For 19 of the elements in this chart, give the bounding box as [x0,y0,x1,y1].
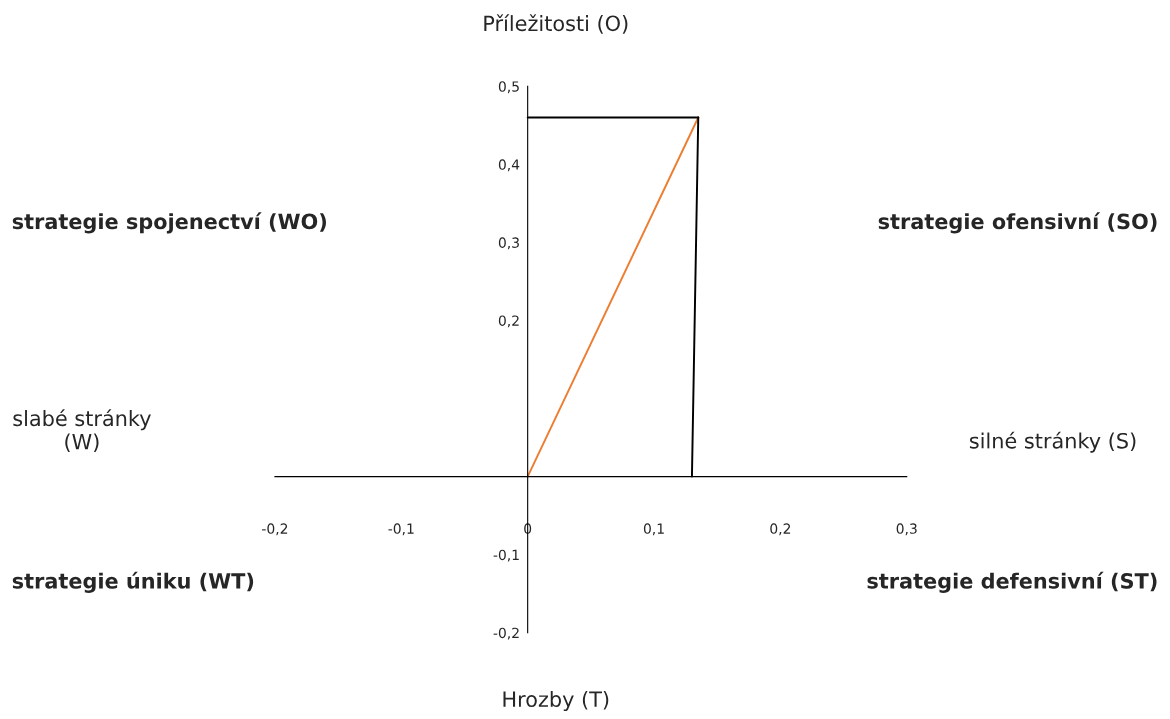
y-tick-label: 0,3 [498,237,519,250]
y-tick-label: -0,2 [493,627,519,640]
annotation: strategie defensivní (ST) [867,571,1157,593]
y-axis-title: Příležitosti (O) [484,14,628,34]
x-tick-label: 0,2 [770,523,791,536]
x-tick-label: -0,1 [388,523,414,536]
y-tick-label: -0,1 [493,549,519,562]
text: strategie úniku (WT) [12,571,254,593]
text: silné stránky (S) [969,431,1136,453]
annotation: strategie spojenectví (WO) [12,212,326,234]
x-tick-label: 0,3 [896,523,917,536]
text: slabé stránky (W) [13,409,151,452]
y-tick-label: 0,2 [498,315,519,328]
x-axis-title: Hrozby (T) [503,690,609,712]
x-tick-label: -0,2 [262,523,288,536]
annotation: strategie ofensivní (SO) [878,212,1157,234]
y-tick-label: 0,5 [498,81,519,94]
x-tick-label: 0,1 [643,523,664,536]
y-tick-label: 0,4 [498,159,520,172]
